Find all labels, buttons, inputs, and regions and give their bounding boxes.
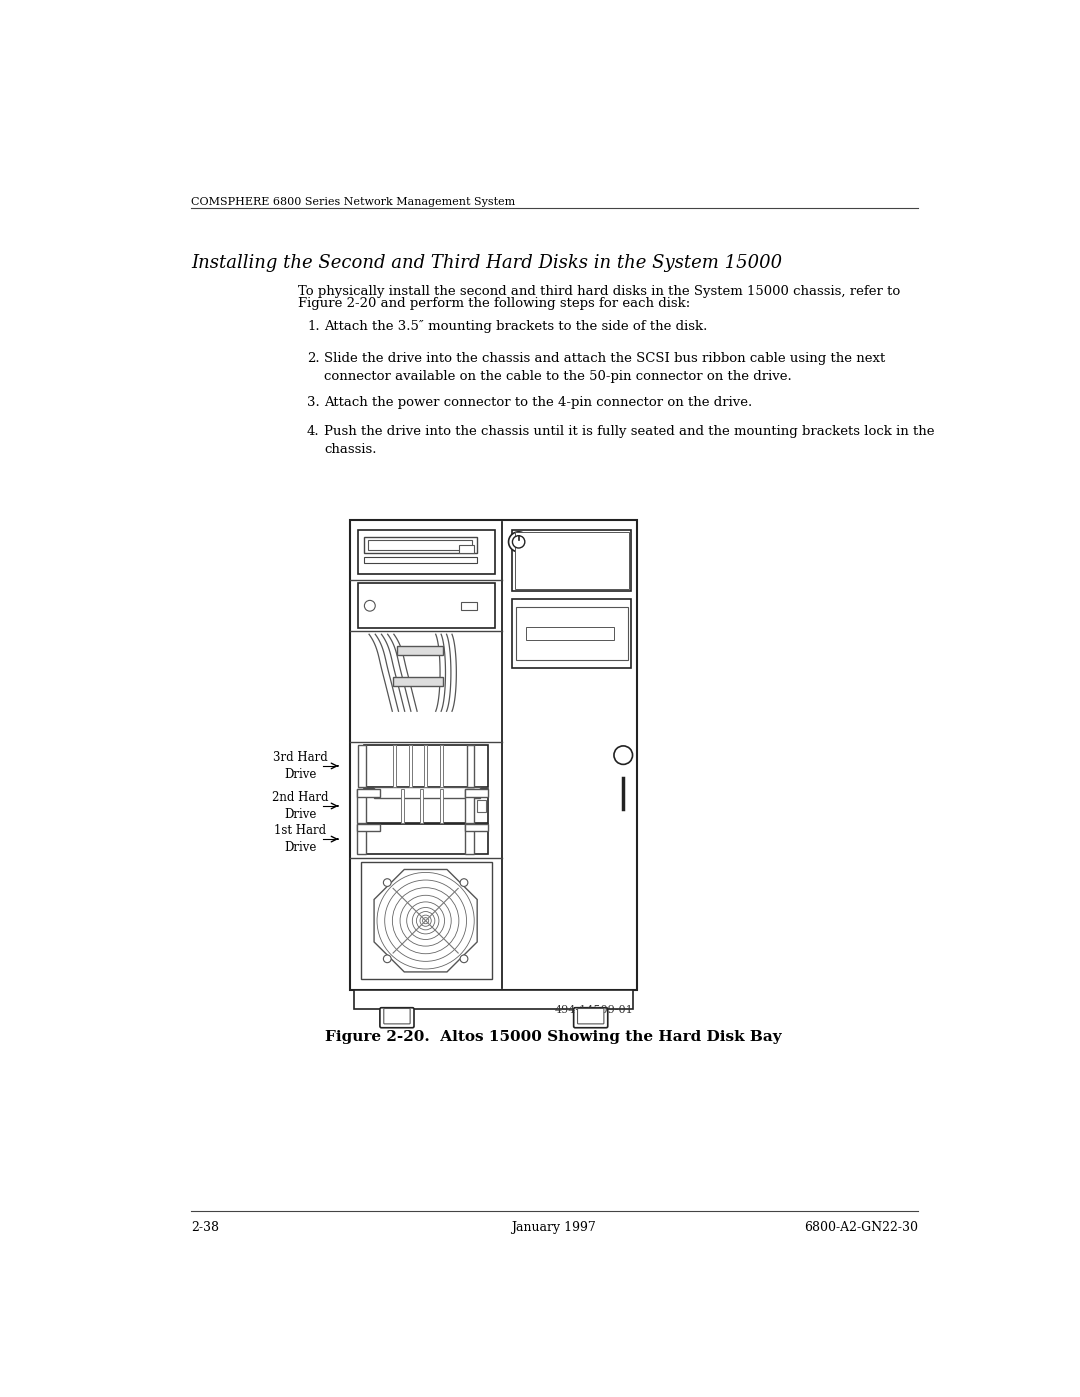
Bar bbox=[364, 745, 488, 788]
Bar bbox=[359, 529, 496, 574]
Bar bbox=[465, 824, 474, 854]
Bar bbox=[440, 789, 443, 823]
Bar bbox=[364, 789, 488, 823]
Bar bbox=[393, 745, 396, 788]
Text: Figure 2-20.  Altos 15000 Showing the Hard Disk Bay: Figure 2-20. Altos 15000 Showing the Har… bbox=[325, 1030, 782, 1044]
Bar bbox=[393, 676, 444, 686]
Text: Attach the power connector to the 4-pin connector on the drive.: Attach the power connector to the 4-pin … bbox=[324, 395, 753, 408]
Circle shape bbox=[613, 746, 633, 764]
Bar bbox=[420, 789, 423, 823]
Text: 2-38: 2-38 bbox=[191, 1221, 219, 1234]
Bar bbox=[515, 532, 629, 588]
Bar bbox=[465, 824, 488, 831]
Text: 1.: 1. bbox=[307, 320, 320, 332]
Bar bbox=[515, 606, 627, 661]
FancyBboxPatch shape bbox=[383, 1009, 410, 1024]
Text: 494-14509-01: 494-14509-01 bbox=[554, 1006, 633, 1016]
Text: 2.: 2. bbox=[307, 352, 320, 366]
Bar bbox=[364, 824, 488, 854]
Bar bbox=[364, 538, 476, 553]
Bar bbox=[408, 745, 411, 788]
Bar bbox=[356, 824, 366, 854]
Bar bbox=[465, 789, 474, 823]
Bar bbox=[512, 599, 631, 668]
Circle shape bbox=[512, 535, 525, 548]
Bar bbox=[440, 745, 443, 788]
Circle shape bbox=[383, 879, 391, 887]
Text: 2nd Hard
Drive: 2nd Hard Drive bbox=[272, 791, 328, 821]
Text: 3rd Hard
Drive: 3rd Hard Drive bbox=[273, 752, 327, 781]
Bar bbox=[359, 584, 496, 629]
Bar bbox=[359, 745, 366, 788]
Bar bbox=[350, 520, 637, 990]
Bar bbox=[467, 745, 474, 788]
Bar bbox=[356, 789, 380, 796]
Bar bbox=[374, 788, 480, 798]
Circle shape bbox=[383, 956, 391, 963]
Bar bbox=[362, 862, 492, 979]
Bar bbox=[367, 541, 472, 549]
Text: Figure 2-20 and perform the following steps for each disk:: Figure 2-20 and perform the following st… bbox=[298, 298, 690, 310]
Text: 1st Hard
Drive: 1st Hard Drive bbox=[274, 824, 326, 854]
FancyBboxPatch shape bbox=[573, 1007, 608, 1028]
Bar bbox=[459, 545, 474, 553]
Bar bbox=[401, 789, 404, 823]
Text: Push the drive into the chassis until it is fully seated and the mounting bracke: Push the drive into the chassis until it… bbox=[324, 425, 934, 455]
FancyBboxPatch shape bbox=[578, 1009, 604, 1024]
Bar bbox=[424, 745, 428, 788]
Circle shape bbox=[460, 956, 468, 963]
Bar bbox=[364, 557, 476, 563]
Text: 3.: 3. bbox=[307, 395, 320, 408]
Text: COMSPHERE 6800 Series Network Management System: COMSPHERE 6800 Series Network Management… bbox=[191, 197, 515, 207]
Bar bbox=[465, 789, 488, 796]
Text: January 1997: January 1997 bbox=[511, 1221, 596, 1234]
Bar bbox=[397, 645, 444, 655]
Bar bbox=[476, 800, 486, 812]
Bar bbox=[354, 990, 633, 1009]
Text: Slide the drive into the chassis and attach the SCSI bus ribbon cable using the : Slide the drive into the chassis and att… bbox=[324, 352, 886, 383]
Bar bbox=[461, 602, 476, 609]
Circle shape bbox=[509, 532, 529, 552]
Circle shape bbox=[460, 879, 468, 887]
Text: 6800-A2-GN22-30: 6800-A2-GN22-30 bbox=[804, 1221, 918, 1234]
Text: To physically install the second and third hard disks in the System 15000 chassi: To physically install the second and thi… bbox=[298, 285, 900, 298]
FancyBboxPatch shape bbox=[380, 1007, 414, 1028]
Text: Installing the Second and Third Hard Disks in the System 15000: Installing the Second and Third Hard Dis… bbox=[191, 254, 782, 272]
Text: Attach the 3.5″ mounting brackets to the side of the disk.: Attach the 3.5″ mounting brackets to the… bbox=[324, 320, 707, 332]
Bar bbox=[526, 627, 613, 640]
Bar bbox=[356, 789, 366, 823]
Circle shape bbox=[364, 601, 375, 610]
Text: 4.: 4. bbox=[307, 425, 320, 437]
Bar bbox=[512, 529, 631, 591]
Bar bbox=[356, 824, 380, 831]
